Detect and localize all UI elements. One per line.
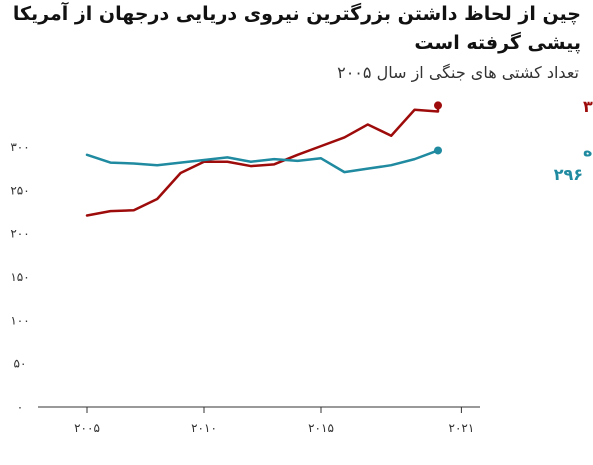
x-tick-label: ۲۰۲۱ xyxy=(449,421,475,435)
y-axis-ticks: ۰ ۵۰ ۱۰۰ ۱۵۰ ۲۰۰ ۲۵۰ ۳۰۰ xyxy=(10,140,29,414)
series-layer xyxy=(85,101,442,217)
x-tick-label: ۲۰۰۵ xyxy=(74,421,100,435)
chart-title: چین از لحاظ داشتن بزرگترین نیروی دریایی … xyxy=(12,3,581,54)
x-tick-label: ۲۰۱۵ xyxy=(308,421,334,435)
series-name-label: ایالات متحده xyxy=(583,141,593,160)
y-tick-label: ۱۰۰ xyxy=(10,313,29,327)
chart-subtitle: تعداد کشتی های جنگی از سال ۲۰۰۵ xyxy=(337,63,579,82)
series-value-label: ۲۹۶ xyxy=(554,165,583,184)
y-tick-label: ۵۰ xyxy=(14,357,27,371)
y-tick-label: ۲۵۰ xyxy=(10,183,29,197)
y-tick-label: ۳۰۰ xyxy=(10,140,29,154)
series-end-point-0 xyxy=(434,101,442,110)
series-line-1 xyxy=(85,149,440,174)
series-line-0 xyxy=(85,104,440,217)
x-axis-ticks: ۲۰۰۵ ۲۰۱۰ ۲۰۱۵ ۲۰۲۱ xyxy=(74,407,474,435)
series-end-point-1 xyxy=(434,146,442,155)
y-tick-label: ۱۵۰ xyxy=(10,270,29,284)
y-tick-label: ۲۰۰ xyxy=(10,227,29,241)
y-tick-label: ۰ xyxy=(17,400,23,414)
series-name-label: چین ۳۴۸ xyxy=(583,97,593,117)
series-labels: چین ۳۴۸ ایالات متحده۲۹۶ xyxy=(554,97,593,184)
x-tick-label: ۲۰۱۰ xyxy=(191,421,217,435)
